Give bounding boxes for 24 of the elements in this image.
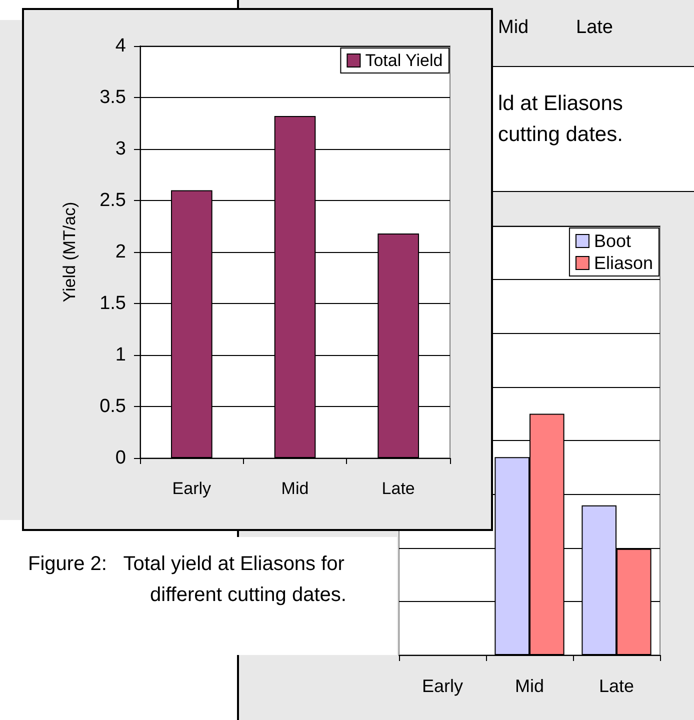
y-tick-label: 2: [115, 242, 126, 262]
legend-label: Eliason: [594, 253, 654, 273]
y-tick-label: 1: [115, 344, 126, 366]
legend-label: Boot: [594, 231, 631, 251]
x-tick-label: Mid: [281, 479, 309, 498]
text: Mid: [498, 17, 529, 39]
y-tick-label: 1.5: [100, 293, 126, 314]
legend-label: Total Yield: [365, 51, 443, 70]
text: Late: [576, 17, 613, 39]
x-tick-label: Late: [382, 479, 415, 498]
x-tick-label: Early: [172, 479, 212, 498]
x-tick-label: Mid: [514, 676, 544, 696]
caption: Figure 2: Total yield at Eliasons for different cutting dates.: [28, 552, 348, 608]
x-tick-label: Late: [598, 676, 634, 696]
text: ld at Eliasons: [498, 91, 623, 117]
y-tick-label: 4: [115, 36, 126, 56]
y-tick-label: 0: [115, 448, 126, 468]
text: cutting dates.: [498, 122, 623, 148]
y-axis-title: Yield (MT/ac): [60, 202, 79, 302]
y-tick-label: 3.5: [100, 87, 126, 108]
y-tick-label: 0.5: [100, 396, 126, 417]
y-tick-label: 3: [115, 138, 126, 160]
y-tick-label: 2.5: [100, 190, 126, 211]
x-tick-label: Early: [422, 676, 464, 696]
